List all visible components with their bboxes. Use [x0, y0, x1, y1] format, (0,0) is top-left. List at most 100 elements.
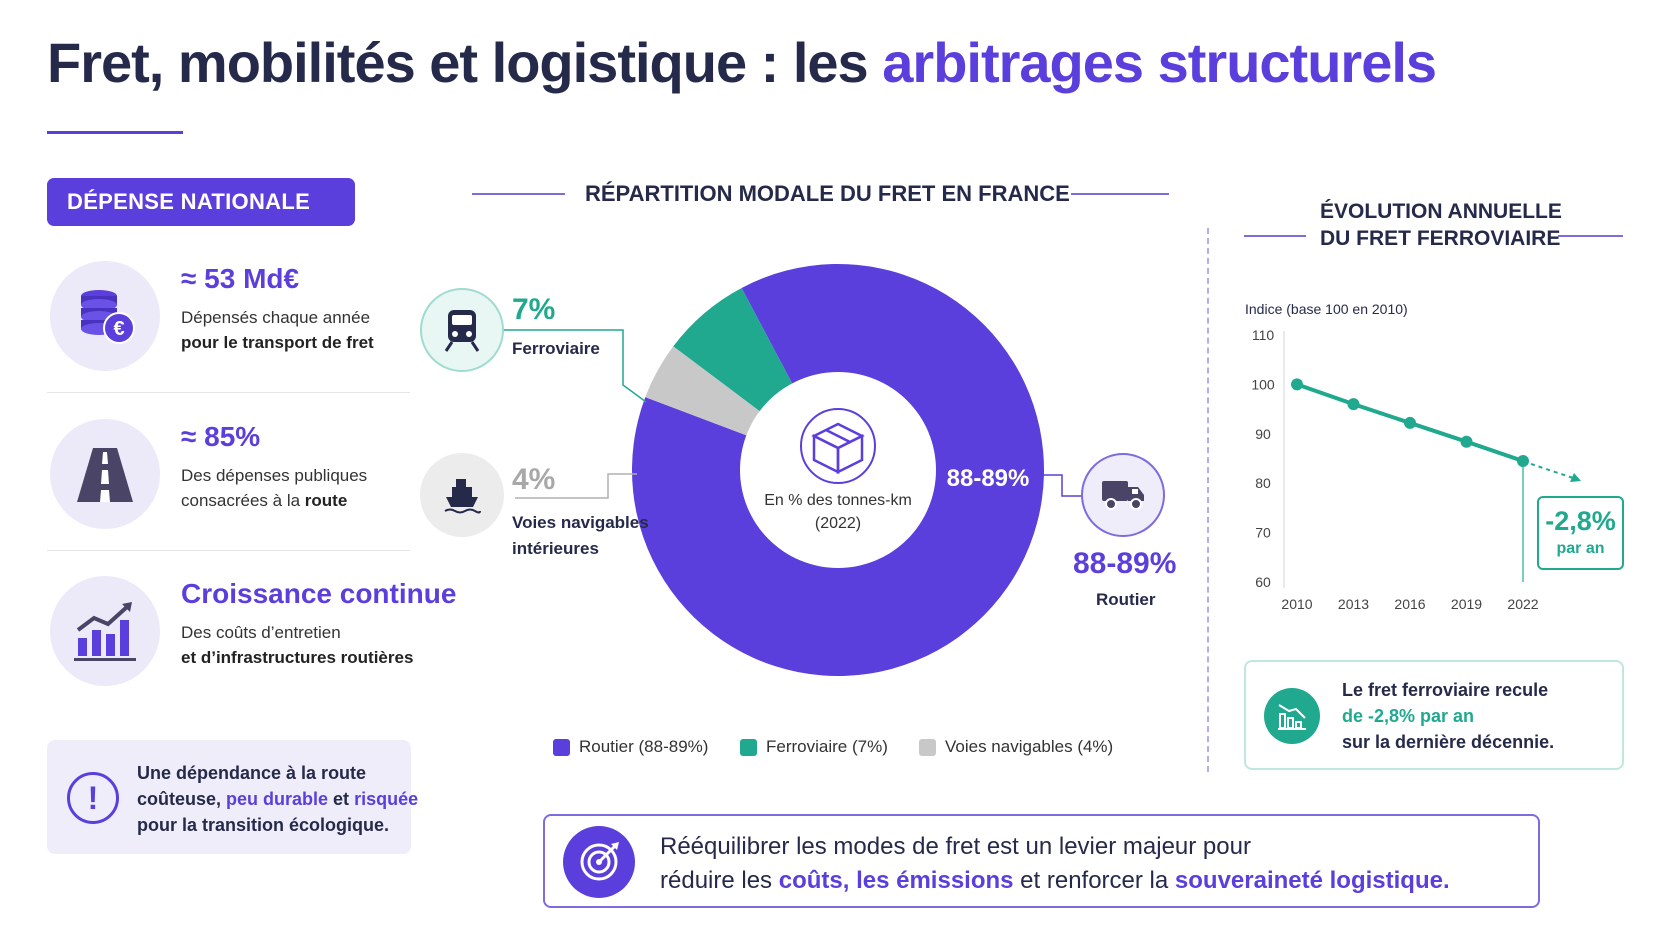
- rail-decline-line2: de -2,8% par an: [1342, 706, 1475, 726]
- stat-public-share-line1: Des dépenses publiques: [181, 466, 368, 485]
- column-separator: [1207, 228, 1209, 772]
- legend-swatch-waterway: [919, 738, 936, 756]
- stat-spending-desc: Dépensés chaque année pour le transport …: [181, 305, 374, 355]
- line-chart-ylabel: Indice (base 100 en 2010): [1245, 301, 1408, 317]
- x-tick-label: 2010: [1281, 596, 1312, 612]
- warning-text: Une dépendance à la route coûteuse, peu …: [137, 760, 418, 838]
- stat-growth-line1: Des coûts d’entretien: [181, 623, 341, 642]
- stat-public-share-value: ≈ 85%: [181, 421, 261, 452]
- road-connector-line: [1038, 474, 1085, 497]
- exclamation-icon: !: [67, 772, 119, 824]
- y-tick-label: 100: [1251, 376, 1275, 392]
- road-label: Routier: [1096, 590, 1156, 609]
- y-tick-label: 60: [1255, 574, 1271, 590]
- donut-slice-waterway: [645, 346, 838, 470]
- warning-highlight-durable: peu durable: [226, 789, 329, 809]
- rebalancing-message: Rééquilibrer les modes de fret est un le…: [660, 830, 1450, 898]
- x-tick-label: 2016: [1394, 596, 1425, 612]
- x-tick-label: 2019: [1451, 596, 1482, 612]
- page-title: Fret, mobilités et logistique : les arbi…: [47, 30, 1437, 95]
- truck-icon: [1081, 453, 1165, 537]
- title-underline: [47, 131, 183, 134]
- rail-index-line: [1296, 382, 1524, 463]
- donut-slice-rail: [673, 287, 838, 470]
- train-icon: [420, 288, 504, 372]
- page-title-accent: arbitrages structurels: [882, 31, 1437, 94]
- stat-spending-value: ≈ 53 Md€: [181, 263, 300, 294]
- rail-pct: 7%: [512, 293, 556, 326]
- waterway-label: Voies navigables intérieures: [512, 510, 649, 562]
- stat-public-share-desc: Des dépenses publiques consacrées à la r…: [181, 463, 367, 513]
- donut-center-line1: En % des tonnes-km: [764, 492, 912, 509]
- rail-index-point: [1347, 398, 1360, 411]
- donut-slice-road: [632, 263, 1044, 676]
- donut-road-inner-label: 88-89%: [947, 465, 1030, 492]
- stat-spending-line2: pour le transport de fret: [181, 333, 374, 352]
- y-tick-label: 70: [1255, 525, 1271, 541]
- stat-public-share: ≈ 85% Des dépenses publiques consacrées …: [47, 403, 410, 553]
- legend-item-road: Routier (88-89%): [553, 737, 708, 757]
- road-pct: 88-89%: [1073, 547, 1177, 580]
- legend-item-rail: Ferroviaire (7%): [740, 737, 888, 757]
- rebalancing-line2-pre: réduire les: [660, 867, 779, 894]
- legend-label-rail: Ferroviaire (7%): [766, 737, 888, 756]
- svg-text:€: €: [113, 318, 124, 340]
- growth-chart-icon: [50, 576, 160, 686]
- donut-hole: [740, 372, 936, 568]
- rail-trend-title-line1: ÉVOLUTION ANNUELLE: [1320, 200, 1562, 223]
- waterway-label-line1: Voies navigables: [512, 513, 649, 532]
- stat-public-share-line2: consacrées à la: [181, 491, 305, 510]
- y-tick-label: 80: [1255, 475, 1271, 491]
- divider: [47, 392, 410, 393]
- stat-growth-value: Croissance continue: [181, 578, 457, 609]
- legend-swatch-road: [553, 738, 570, 756]
- warning-line3: pour la transition écologique.: [137, 815, 390, 835]
- rail-decline-line1: Le fret ferroviaire recule: [1342, 680, 1549, 700]
- stat-growth-desc: Des coûts d’entretien et d’infrastructur…: [181, 620, 413, 670]
- road-dependency-warning: ! Une dépendance à la route coûteuse, pe…: [47, 740, 418, 854]
- rebalancing-highlight-sovereignty: souveraineté logistique.: [1174, 867, 1450, 894]
- rebalancing-message-box: Rééquilibrer les modes de fret est un le…: [543, 814, 1540, 908]
- warning-line2-pre: coûteuse,: [137, 789, 227, 809]
- rail-trend-title-line2: DU FRET FERROVIAIRE: [1320, 227, 1561, 250]
- rebalancing-line1: Rééquilibrer les modes de fret est un le…: [660, 833, 1251, 860]
- rail-index-point: [1460, 435, 1473, 448]
- y-tick-label: 110: [1252, 327, 1275, 343]
- legend-label-waterway: Voies navigables (4%): [945, 737, 1114, 756]
- rail-decline-info-text: Le fret ferroviaire recule de -2,8% par …: [1342, 677, 1554, 755]
- rail-decline-info-box: Le fret ferroviaire recule de -2,8% par …: [1244, 660, 1624, 770]
- trend-arrow-line: [1530, 463, 1574, 479]
- stat-spending-line1: Dépensés chaque année: [181, 308, 371, 327]
- trend-arrow-head: [1570, 472, 1581, 482]
- y-tick-label: 90: [1255, 426, 1271, 442]
- warning-line2-mid: et: [328, 789, 355, 809]
- target-icon: [563, 826, 635, 898]
- rebalancing-line2-mid: et renforcer la: [1013, 867, 1175, 894]
- stat-growth-line2: et d’infrastructures routières: [181, 648, 414, 667]
- divider: [47, 550, 410, 551]
- donut-center-line2: (2022): [815, 515, 861, 532]
- legend-label-road: Routier (88-89%): [579, 737, 709, 756]
- stat-spending: € ≈ 53 Md€ Dépensés chaque année pour le…: [47, 245, 410, 395]
- rail-trend-title: ÉVOLUTION ANNUELLE DU FRET FERROVIAIRE: [1320, 198, 1562, 252]
- rail-index-point: [1517, 454, 1529, 467]
- stat-public-share-bold: route: [304, 491, 348, 510]
- warning-line1: Une dépendance à la route: [137, 763, 367, 783]
- rail-index-point: [1404, 416, 1416, 429]
- x-tick-label: 2022: [1507, 596, 1538, 612]
- road-icon: [50, 419, 160, 529]
- rail-decline-line3: sur la dernière décennie.: [1342, 732, 1555, 752]
- annual-decline-badge: -2,8% par an: [1537, 496, 1624, 570]
- section-rule-left: [472, 193, 565, 195]
- waterway-pct: 4%: [512, 463, 556, 496]
- x-tick-label: 2013: [1338, 596, 1369, 612]
- rail-index-point: [1291, 378, 1303, 391]
- legend-item-waterway: Voies navigables (4%): [919, 737, 1113, 757]
- box-icon: [800, 408, 876, 484]
- warning-highlight-risky: risquée: [354, 789, 419, 809]
- declining-chart-icon: [1264, 688, 1320, 744]
- rail-label: Ferroviaire: [512, 339, 600, 358]
- page-title-main: Fret, mobilités et logistique : les: [47, 31, 869, 94]
- right-title-rule-left: [1244, 235, 1306, 237]
- national-spending-pill: DÉPENSE NATIONALE: [47, 178, 355, 226]
